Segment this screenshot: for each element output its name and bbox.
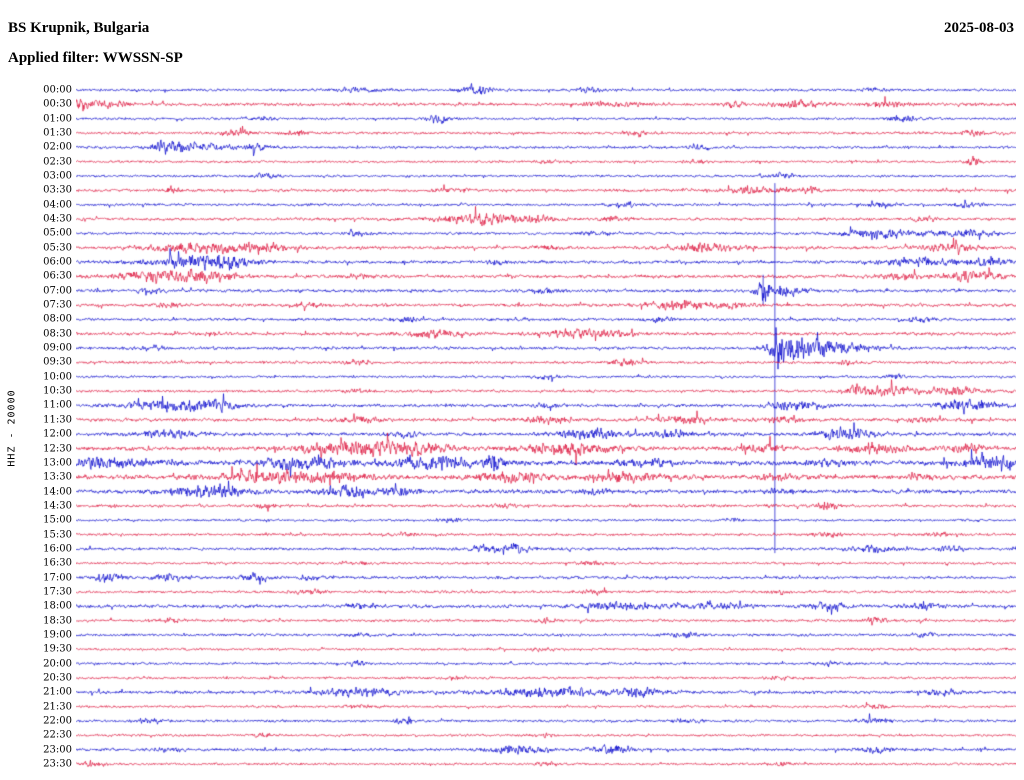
time-label: 06:30 (43, 270, 72, 282)
time-label: 20:00 (43, 658, 72, 670)
filter-label: Applied filter: WWSSN-SP (8, 50, 183, 66)
time-label: 11:00 (43, 399, 72, 411)
time-label: 00:30 (43, 98, 72, 110)
time-label: 22:30 (43, 729, 72, 741)
time-label: 13:00 (43, 457, 72, 469)
time-label: 14:30 (43, 500, 72, 512)
time-label: 01:00 (43, 113, 72, 125)
time-label: 15:30 (43, 529, 72, 541)
time-label: 03:00 (43, 170, 72, 182)
date-label: 2025-08-03 (944, 20, 1014, 36)
time-label: 17:00 (43, 572, 72, 584)
time-label: 09:00 (43, 342, 72, 354)
time-label: 11:30 (43, 414, 72, 426)
time-label: 18:30 (43, 615, 72, 627)
time-label: 08:00 (43, 313, 72, 325)
time-label: 08:30 (43, 328, 72, 340)
time-label: 10:00 (43, 371, 72, 383)
time-label: 19:30 (43, 643, 72, 655)
station-title: BS Krupnik, Bulgaria (8, 20, 150, 36)
time-label: 06:00 (43, 256, 72, 268)
time-label: 15:00 (43, 514, 72, 526)
time-label: 03:30 (43, 184, 72, 196)
time-label: 02:30 (43, 156, 72, 168)
time-label: 22:00 (43, 715, 72, 727)
time-label: 21:30 (43, 701, 72, 713)
time-label: 17:30 (43, 586, 72, 598)
time-label: 12:00 (43, 428, 72, 440)
seismogram-canvas (76, 80, 1016, 780)
time-label: 07:30 (43, 299, 72, 311)
time-label: 02:00 (43, 141, 72, 153)
time-label: 10:30 (43, 385, 72, 397)
time-label: 23:00 (43, 744, 72, 756)
time-label: 04:30 (43, 213, 72, 225)
time-label: 19:00 (43, 629, 72, 641)
time-label: 13:30 (43, 471, 72, 483)
time-label: 12:30 (43, 443, 72, 454)
y-axis-label: HHZ - 20000 (6, 389, 18, 467)
time-label: 16:30 (43, 557, 72, 569)
time-label: 23:30 (43, 758, 72, 770)
time-label: 09:30 (43, 356, 72, 368)
time-label: 00:00 (43, 84, 72, 96)
time-label: 14:00 (43, 486, 72, 498)
time-label: 20:30 (43, 672, 72, 684)
time-label: 16:00 (43, 543, 72, 555)
time-label: 04:00 (43, 199, 72, 211)
time-label: 05:00 (43, 227, 72, 239)
time-label: 18:00 (43, 600, 72, 612)
time-label: 05:30 (43, 242, 72, 254)
time-label: 21:00 (43, 686, 72, 698)
time-label: 07:00 (43, 285, 72, 297)
time-label: 01:30 (43, 127, 72, 139)
